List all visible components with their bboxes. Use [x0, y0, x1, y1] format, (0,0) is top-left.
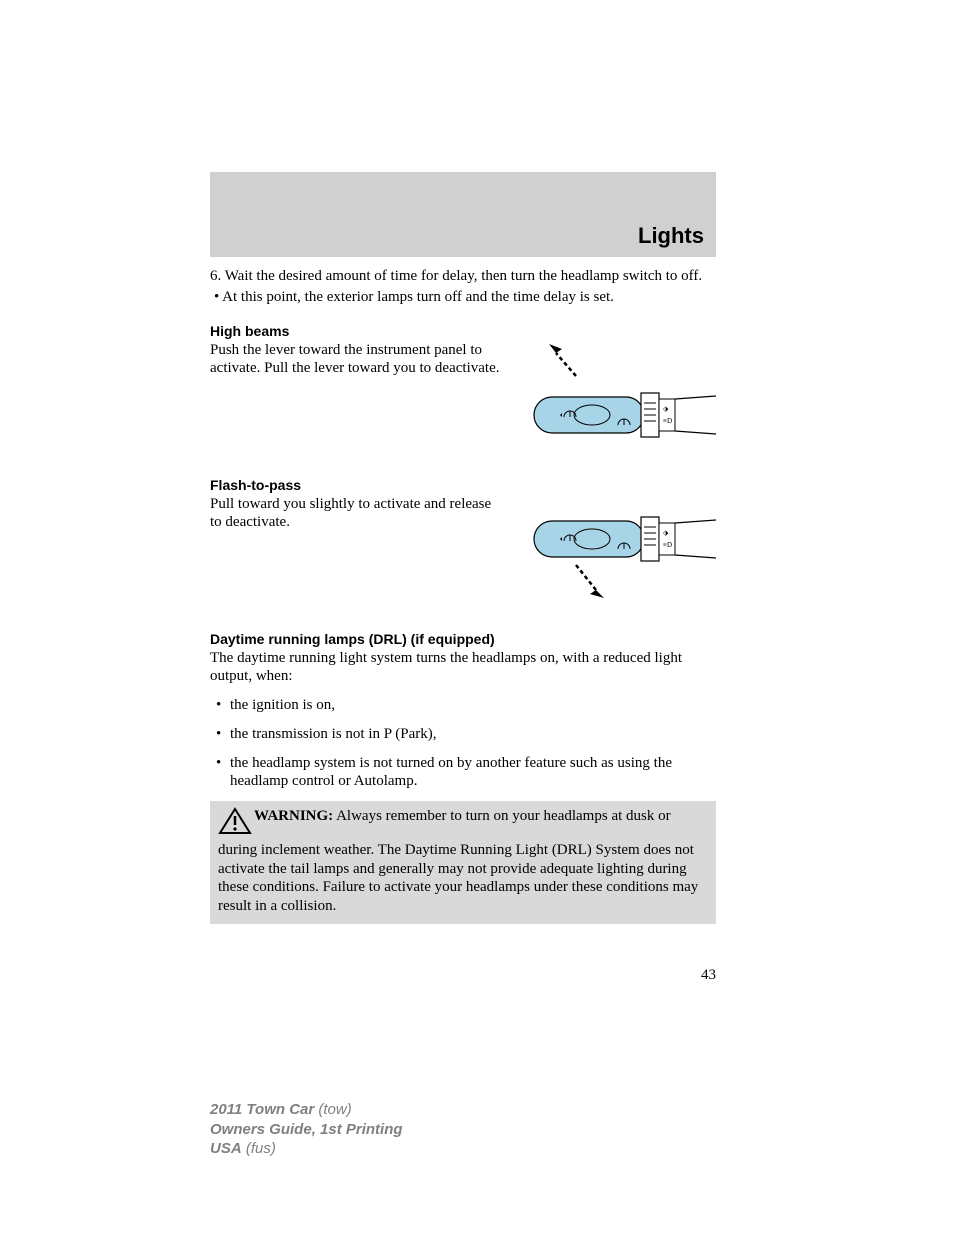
drl-intro: The daytime running light system turns t…: [210, 649, 716, 687]
svg-text:≡D: ≡D: [663, 541, 672, 549]
drl-conditions-list: the ignition is on, the transmission is …: [210, 696, 716, 791]
svg-text:≡D: ≡D: [663, 417, 672, 425]
step-6-bullet: • At this point, the exterior lamps turn…: [214, 288, 716, 307]
high-beams-text: Push the lever toward the instrument pan…: [210, 341, 506, 379]
warning-icon: [218, 807, 252, 841]
svg-text:⬗: ⬗: [663, 405, 669, 413]
list-item: the headlamp system is not turned on by …: [210, 754, 716, 792]
high-beams-heading: High beams: [210, 323, 716, 339]
high-beams-diagram: ⬗ ≡D: [516, 341, 716, 461]
section-title: Lights: [638, 223, 704, 249]
flash-to-pass-heading: Flash-to-pass: [210, 477, 716, 493]
warning-label: WARNING:: [254, 808, 333, 824]
svg-text:⬗: ⬗: [663, 529, 669, 537]
footer-code2: (fus): [242, 1140, 276, 1157]
footer-model: 2011 Town Car: [210, 1101, 314, 1118]
flash-to-pass-text: Pull toward you slightly to activate and…: [210, 495, 506, 533]
step-6-text: 6. Wait the desired amount of time for d…: [210, 267, 716, 286]
warning-box: WARNING: Always remember to turn on your…: [210, 801, 716, 924]
page-number: 43: [701, 967, 716, 984]
footer-region: USA: [210, 1140, 242, 1157]
footer: 2011 Town Car (tow) Owners Guide, 1st Pr…: [210, 1100, 403, 1159]
section-header: Lights: [210, 172, 716, 257]
flash-to-pass-diagram: ⬗ ≡D: [516, 495, 716, 615]
footer-guide: Owners Guide, 1st Printing: [210, 1120, 403, 1140]
footer-code1: (tow): [314, 1101, 352, 1118]
list-item: the ignition is on,: [210, 696, 716, 715]
drl-heading: Daytime running lamps (DRL) (if equipped…: [210, 631, 716, 647]
list-item: the transmission is not in P (Park),: [210, 725, 716, 744]
